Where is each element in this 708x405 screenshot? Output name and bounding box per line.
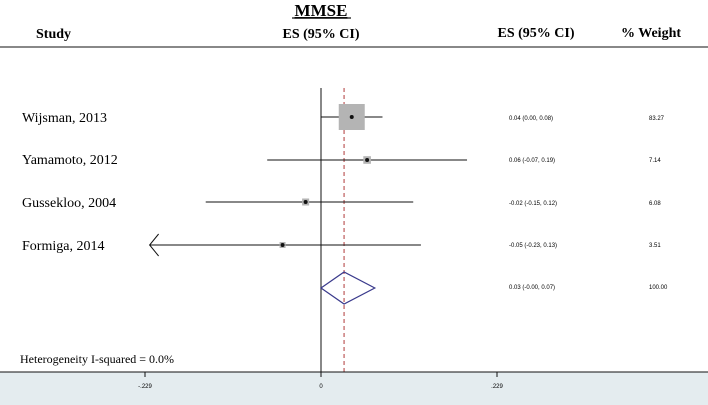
- weight-text: 3.51: [649, 243, 661, 249]
- study-row: Wijsman, 2013 0.04 (0.00, 0.08) 83.27: [22, 104, 665, 130]
- weight-text: 83.27: [649, 116, 665, 122]
- x-tick-label: .229: [491, 384, 503, 390]
- overall-row: 0.03 (-0.00, 0.07) 100.00: [319, 271, 668, 305]
- effect-size-text: -0.05 (-0.23, 0.13): [509, 243, 557, 249]
- overall-diamond: [319, 271, 377, 305]
- weight-text: 6.08: [649, 201, 661, 207]
- axis-band: [0, 372, 708, 405]
- effect-point: [365, 158, 370, 162]
- study-row: Formiga, 2014 -0.05 (-0.23, 0.13) 3.51: [22, 233, 661, 257]
- effect-point: [303, 200, 308, 204]
- effect-point: [349, 115, 354, 119]
- x-axis-ticks: -.229 0 .229: [138, 372, 503, 390]
- study-label: Formiga, 2014: [22, 239, 104, 254]
- header-es-text: ES (95% CI): [497, 26, 574, 41]
- weight-text: 7.14: [649, 158, 661, 164]
- x-tick-label: -.229: [138, 384, 152, 390]
- header-study: Study: [36, 27, 71, 42]
- effect-size-text: -0.02 (-0.15, 0.12): [509, 201, 557, 207]
- study-label: Yamamoto, 2012: [22, 153, 118, 168]
- effect-size-text: 0.04 (0.00, 0.08): [509, 116, 553, 122]
- effect-size-text: 0.06 (-0.07, 0.19): [509, 158, 555, 164]
- study-row: Gussekloo, 2004 -0.02 (-0.15, 0.12) 6.08: [22, 196, 661, 211]
- overall-effect-text: 0.03 (-0.00, 0.07): [509, 285, 555, 291]
- header-weight: % Weight: [621, 26, 681, 41]
- study-label: Gussekloo, 2004: [22, 196, 116, 211]
- study-label: Wijsman, 2013: [22, 111, 107, 126]
- effect-point: [280, 243, 285, 247]
- study-row: Yamamoto, 2012 0.06 (-0.07, 0.19) 7.14: [22, 153, 661, 168]
- x-tick-label: 0: [319, 384, 323, 390]
- chart-title: MMSE: [295, 1, 348, 20]
- heterogeneity-label: Heterogeneity I-squared = 0.0%: [20, 352, 174, 366]
- header-es-plot: ES (95% CI): [282, 27, 359, 42]
- overall-weight-text: 100.00: [649, 285, 668, 291]
- truncation-arrow: [148, 233, 159, 257]
